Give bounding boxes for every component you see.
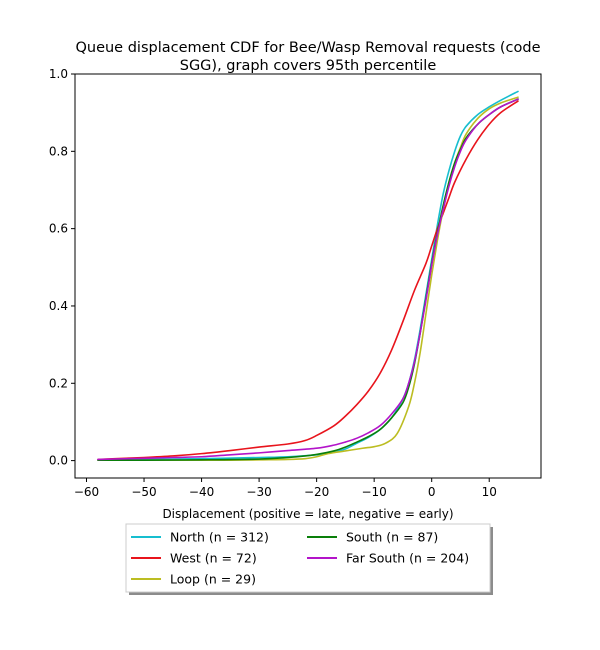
legend-label: South (n = 87) <box>346 530 438 545</box>
x-tick-label: −60 <box>74 485 99 499</box>
series-line-1 <box>97 100 519 461</box>
x-tick-label: −10 <box>361 485 386 499</box>
y-tick-label: 0.6 <box>49 222 68 236</box>
y-tick-label: 0.4 <box>49 299 68 313</box>
series-line-2 <box>97 96 519 462</box>
legend-label: Far South (n = 204) <box>346 551 469 566</box>
y-axis-ticks: 0.0 0.2 0.4 0.6 0.8 1.0 <box>49 67 75 468</box>
y-tick-label: 0.2 <box>49 376 68 390</box>
y-tick-label: 0.8 <box>49 144 68 158</box>
x-axis-label: Displacement (positive = late, negative … <box>162 507 453 521</box>
x-tick-label: −20 <box>304 485 329 499</box>
x-tick-label: 10 <box>482 485 497 499</box>
x-tick-label: −40 <box>189 485 214 499</box>
y-tick-label: 0.0 <box>49 454 68 468</box>
legend: North (n = 312) West (n = 72) Loop (n = 29… <box>125 523 493 595</box>
x-tick-label: 0 <box>428 485 436 499</box>
x-axis-ticks: −60 −50 −40 −30 −20 −10 0 10 <box>74 478 497 499</box>
legend-label: West (n = 72) <box>170 551 257 566</box>
series-line-4 <box>97 98 519 461</box>
series-lines <box>97 90 519 462</box>
y-tick-label: 1.0 <box>49 67 68 81</box>
legend-label: Loop (n = 29) <box>170 572 256 587</box>
x-tick-label: −30 <box>246 485 271 499</box>
plot-frame <box>74 73 542 479</box>
legend-items: North (n = 312) West (n = 72) Loop (n = 29… <box>131 530 469 587</box>
chart-title-line-2: SGG), graph covers 95th percentile <box>180 58 437 74</box>
x-tick-label: −50 <box>131 485 156 499</box>
plot-area: −60 −50 −40 −30 −20 −10 0 10 0.0 0.2 0.4 0.6 0.8 1.0 <box>49 67 542 499</box>
chart-title-line-1: Queue displacement CDF for Bee/Wasp Remo… <box>75 40 540 56</box>
legend-label: North (n = 312) <box>170 530 269 545</box>
